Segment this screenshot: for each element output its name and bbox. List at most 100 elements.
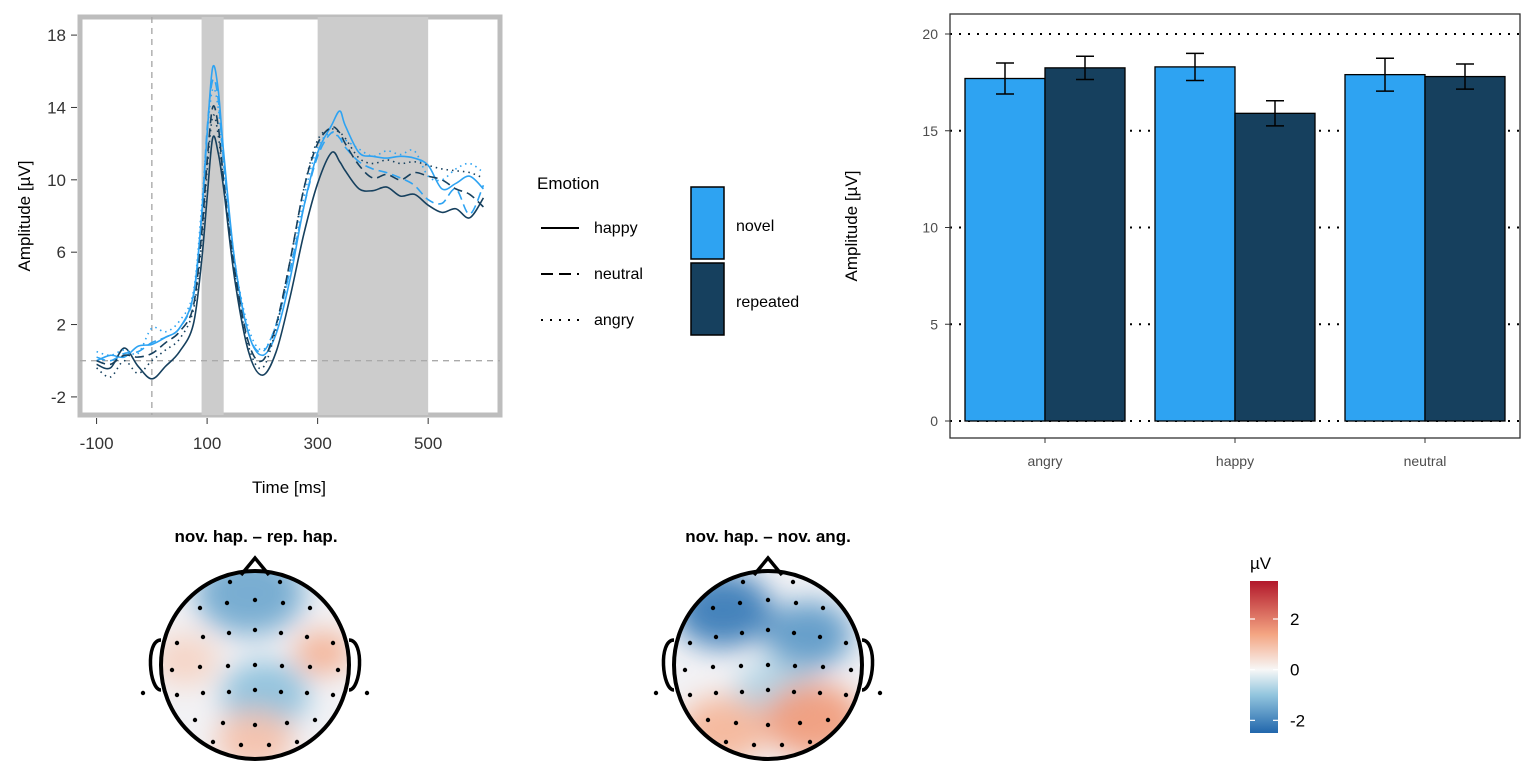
left-ear-outline: [661, 638, 675, 692]
colorbar-tick-label: -2: [1290, 711, 1305, 730]
bar-happy-repeated: [1234, 112, 1316, 422]
bar-neutral-novel: [1344, 73, 1426, 422]
electrode-marker: [252, 662, 258, 668]
electrode-marker: [279, 663, 285, 669]
bar-y-tick-label: 5: [930, 316, 938, 332]
bar-neutral-repeated: [1424, 75, 1506, 422]
electrode-marker: [227, 579, 233, 585]
electrode-marker: [765, 722, 771, 728]
electrode-marker: [224, 600, 230, 606]
electrode-marker: [713, 634, 719, 640]
electrode-marker: [751, 742, 757, 748]
electrode-marker: [197, 664, 203, 670]
electrode-marker: [307, 664, 313, 670]
electrode-marker: [278, 630, 284, 636]
bar-x-tick-label: neutral: [1404, 453, 1447, 469]
erp-x-tick-label: 100: [193, 434, 221, 453]
electrode-marker: [307, 605, 313, 611]
legend-repetition-label: novel: [736, 218, 774, 235]
legend-emotion-label: happy: [594, 220, 638, 237]
erp-y-tick-label: 14: [47, 98, 66, 117]
bar-angry-repeated: [1044, 67, 1126, 422]
legend-repetition-label: repeated: [736, 294, 799, 311]
electrode-marker: [364, 690, 370, 696]
colorbar-gradient: [1250, 581, 1278, 733]
electrode-marker: [793, 600, 799, 606]
erp-x-axis-label: Time [ms]: [252, 478, 326, 497]
head-outline: [672, 569, 864, 761]
electrode-marker: [797, 720, 803, 726]
electrode-marker: [200, 690, 206, 696]
electrode-marker: [820, 664, 826, 670]
right-ear-outline: [861, 638, 875, 692]
electrode-marker: [200, 634, 206, 640]
erp-series-line: [96, 65, 484, 362]
electrode-marker: [705, 717, 711, 723]
legend-emotion-label: neutral: [594, 266, 643, 283]
erp-y-tick-label: 10: [47, 171, 66, 190]
electrode-marker: [843, 692, 849, 698]
electrode-marker: [266, 742, 272, 748]
electrode-marker: [330, 692, 336, 698]
electrode-marker: [140, 690, 146, 696]
electrode-marker: [294, 739, 300, 745]
head-outline: [159, 569, 351, 761]
right-ear-outline: [348, 638, 362, 692]
electrode-marker: [843, 640, 849, 646]
erp-y-tick-label: 18: [47, 26, 66, 45]
electrode-marker: [226, 630, 232, 636]
electrode-marker: [765, 662, 771, 668]
bar-x-tick-label: happy: [1216, 453, 1254, 469]
electrode-marker: [792, 663, 798, 669]
electrode-marker: [653, 690, 659, 696]
bar-x-tick-label: angry: [1027, 453, 1062, 469]
electrode-marker: [304, 634, 310, 640]
electrode-marker: [779, 742, 785, 748]
electrode-marker: [739, 689, 745, 695]
nose-outline: [239, 555, 271, 577]
electrode-marker: [713, 690, 719, 696]
bar-y-axis-label: Amplitude [µV]: [842, 171, 861, 282]
electrode-marker: [169, 667, 175, 673]
bar-happy-novel: [1154, 66, 1236, 422]
topo-blob-left-occipital: [678, 696, 768, 758]
electrode-marker: [192, 717, 198, 723]
electrode-marker: [210, 739, 216, 745]
electrode-marker: [225, 663, 231, 669]
erp-plot-border: [77, 14, 503, 418]
topoplot-2: nov. hap. – nov. ang.: [653, 527, 883, 761]
erp-series-line: [96, 105, 484, 366]
bar-panel: 0 5 10 15 20 angry happy neutral Amplitude [µV…: [842, 13, 1521, 469]
legend-emotion-title: Emotion: [537, 174, 599, 193]
erp-series-line: [96, 135, 485, 380]
legend-emotion-label: angry: [594, 312, 634, 329]
electrode-marker: [710, 664, 716, 670]
electrode-marker: [687, 640, 693, 646]
electrode-marker: [226, 689, 232, 695]
electrode-marker: [738, 663, 744, 669]
electrode-marker: [765, 597, 771, 603]
electrode-marker: [740, 579, 746, 585]
erp-shaded-window: [317, 17, 429, 415]
legend: Emotion happy neutral angry novel repeated: [537, 174, 799, 336]
topo-blob-right-frontal: [763, 601, 853, 669]
topo-color-field: [162, 572, 348, 758]
electrode-marker: [238, 742, 244, 748]
erp-shaded-window: [201, 17, 224, 415]
erp-y-tick-label: 2: [57, 316, 66, 335]
electrode-marker: [284, 720, 290, 726]
electrode-marker: [682, 667, 688, 673]
electrode-marker: [877, 690, 883, 696]
electrode-marker: [791, 689, 797, 695]
erp-x-tick-label: 300: [303, 434, 331, 453]
electrode-marker: [825, 717, 831, 723]
electrode-marker: [174, 692, 180, 698]
electrode-marker: [330, 640, 336, 646]
electrode-marker: [278, 689, 284, 695]
electrode-marker: [765, 627, 771, 633]
bar-y-tick-label: 0: [930, 413, 938, 429]
electrode-marker: [739, 630, 745, 636]
electrode-marker: [710, 605, 716, 611]
electrode-marker: [220, 720, 226, 726]
